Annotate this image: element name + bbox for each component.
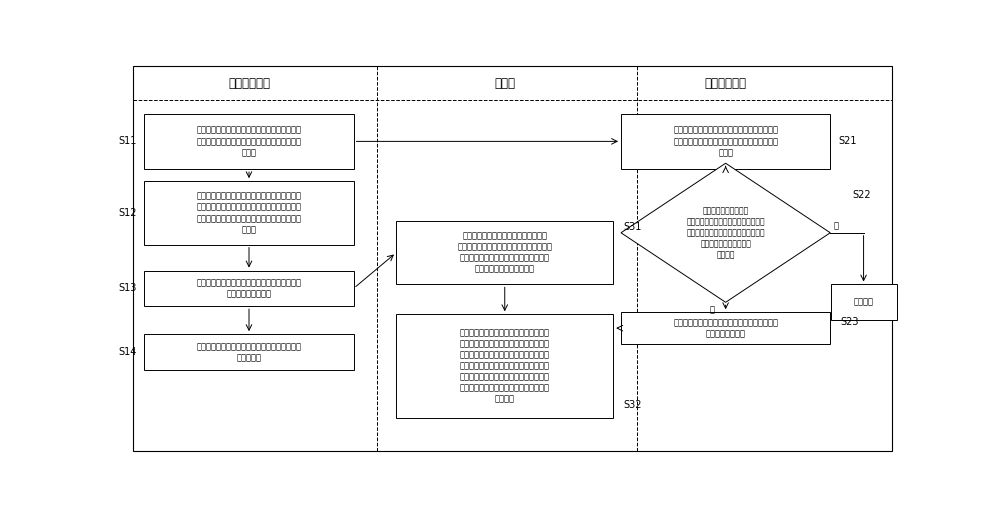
Text: S22: S22 bbox=[852, 189, 871, 200]
Bar bbox=[831, 284, 897, 320]
Text: 基于所获取的包含电子券信息和第一用
户信息的更新指令，将所述更新指令中的电
子券信息所对应的电子券的拥有人信息变
更保存为所述第一用户信息: 基于所获取的包含电子券信息和第一用 户信息的更新指令，将所述更新指令中的电 子券… bbox=[457, 232, 552, 274]
Text: 提示所述第一用户不再拥有所述电子券信息所对
应的电子券: 提示所述第一用户不再拥有所述电子券信息所对 应的电子券 bbox=[196, 342, 302, 362]
Polygon shape bbox=[621, 163, 830, 302]
Text: 将所述电子券信息和第一用户信息转换为音频信
息，并通过所述第一用户设备中的语音输出单元
将所述电子券信息和第一用户信息播放给第二用
户设备: 将所述电子券信息和第一用户信息转换为音频信 息，并通过所述第一用户设备中的语音输… bbox=[196, 192, 302, 234]
Bar bbox=[144, 334, 354, 370]
Bar bbox=[144, 270, 354, 307]
Text: 获取包含电子券信息和第二用户信息的下
载指令，并当所述下载指令中的第二用户
信息和已保存的所述下载指令中电子券信
息所对应的拥有人信息相一致时，按照所
述下载指: 获取包含电子券信息和第二用户信息的下 载指令，并当所述下载指令中的第二用户 信息… bbox=[460, 328, 550, 404]
Text: S32: S32 bbox=[623, 400, 642, 410]
Bar bbox=[621, 312, 830, 344]
Text: S14: S14 bbox=[118, 347, 137, 357]
Text: 第一用户设备: 第一用户设备 bbox=[228, 77, 270, 90]
Text: 第二用户设备: 第二用户设备 bbox=[705, 77, 747, 90]
Text: S31: S31 bbox=[623, 222, 642, 232]
Bar bbox=[144, 114, 354, 169]
Text: 服务端: 服务端 bbox=[494, 77, 515, 90]
Text: 基于获取自第一用户选择电子券和接收方的操作
，确定所要发送的电子券信息和接收方的第一用
户信息: 基于获取自第一用户选择电子券和接收方的操作 ，确定所要发送的电子券信息和接收方的… bbox=[196, 126, 302, 157]
Text: 从所述音频信息中提取
电子券信息和第一用户信息，验证所提
取出的第一用户信息与预设的对应所述
第二用户的第二用户信息
是否一致: 从所述音频信息中提取 电子券信息和第一用户信息，验证所提 取出的第一用户信息与预… bbox=[686, 206, 765, 260]
Bar bbox=[621, 114, 830, 169]
Text: S13: S13 bbox=[118, 283, 137, 294]
Text: 向服务端发送包含所述电子券信息和所述第二用
户信息的下载指令: 向服务端发送包含所述电子券信息和所述第二用 户信息的下载指令 bbox=[673, 318, 778, 338]
Text: 基于第二用户的接收操作，通过所述第二用户设
备的语音输入单元获取第一用户设备所输出的音
频信息: 基于第二用户的接收操作，通过所述第二用户设 备的语音输入单元获取第一用户设备所输… bbox=[673, 126, 778, 157]
Text: 是: 是 bbox=[709, 305, 714, 314]
Text: S23: S23 bbox=[840, 317, 859, 327]
Text: S11: S11 bbox=[118, 136, 137, 147]
Bar bbox=[396, 221, 613, 284]
Text: 不予执行: 不予执行 bbox=[854, 298, 874, 307]
Text: 否: 否 bbox=[834, 221, 839, 230]
Bar bbox=[396, 314, 613, 417]
Bar bbox=[144, 181, 354, 245]
Text: S12: S12 bbox=[118, 208, 137, 218]
Text: S21: S21 bbox=[838, 136, 857, 147]
Text: 将包含所述电子券信息和所述第一用户信息的更
新指令发送至服务端: 将包含所述电子券信息和所述第一用户信息的更 新指令发送至服务端 bbox=[196, 278, 302, 298]
